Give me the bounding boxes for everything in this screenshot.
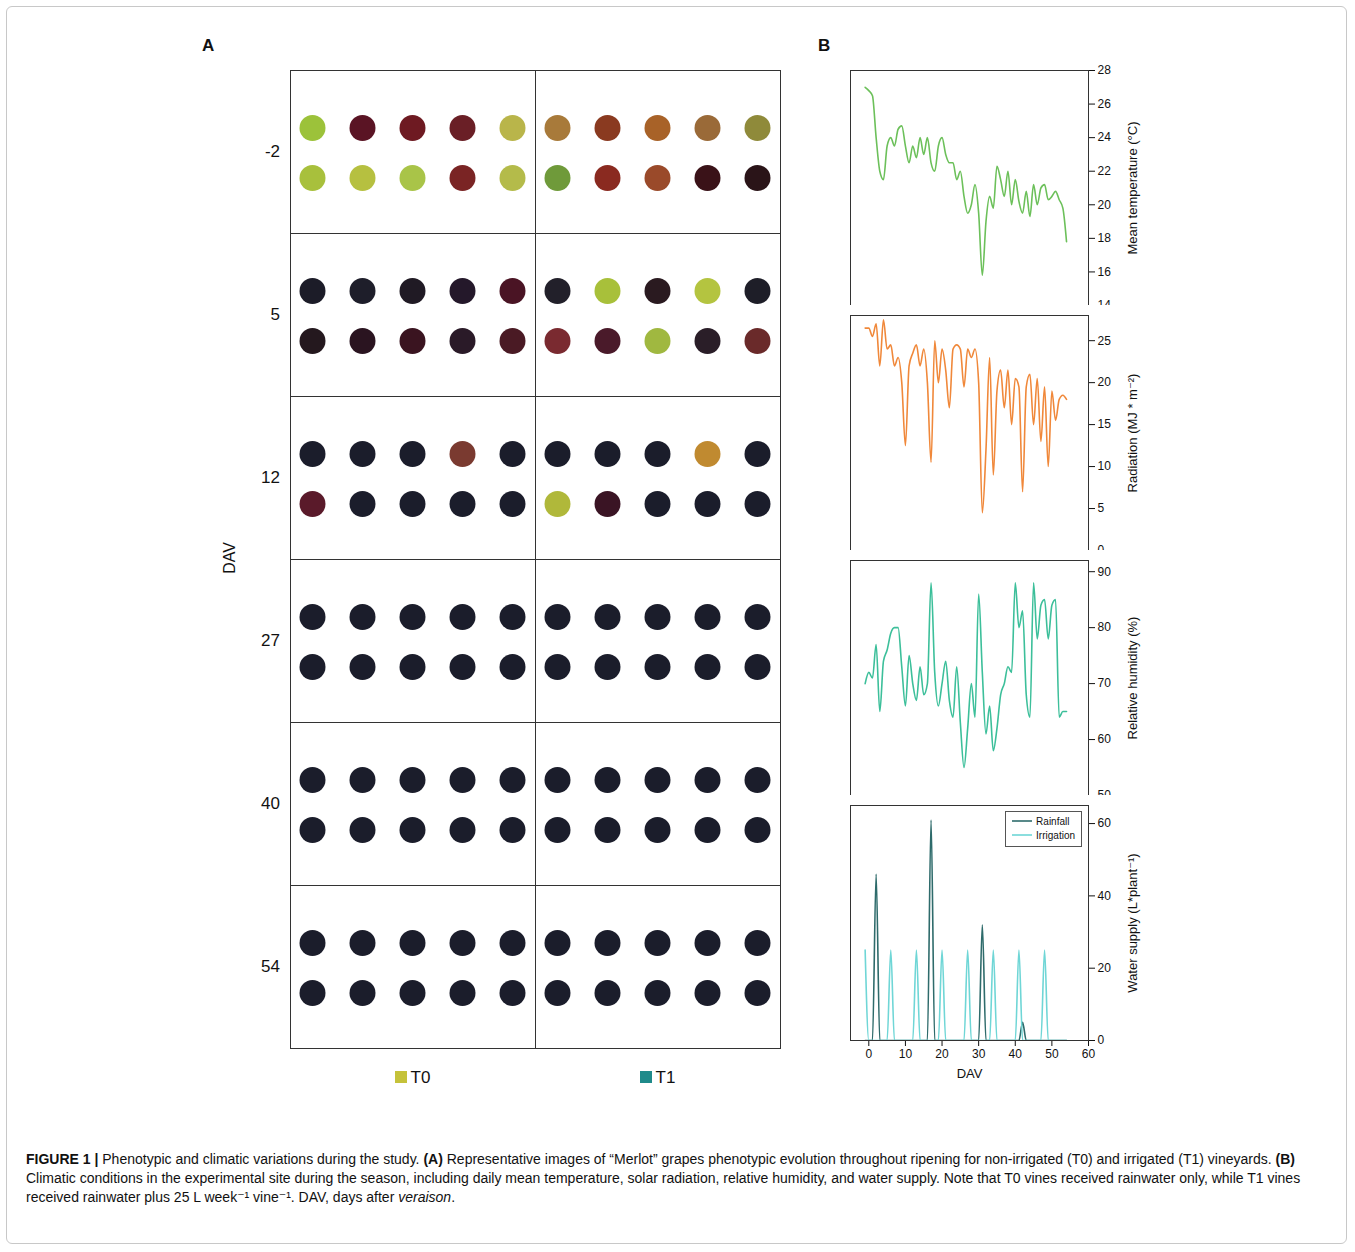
svg-text:25: 25: [1098, 334, 1112, 348]
svg-text:10: 10: [899, 1047, 913, 1061]
svg-text:20: 20: [1098, 375, 1112, 389]
svg-text:40: 40: [1009, 1047, 1023, 1061]
html-text:Rainfall: Rainfall: [1036, 816, 1070, 827]
svg-text:60: 60: [1082, 1047, 1096, 1061]
svg-text:22: 22: [1098, 164, 1112, 178]
svg-text:15: 15: [1098, 417, 1112, 431]
html-text:DAV: DAV: [221, 542, 238, 574]
svg-text:90: 90: [1098, 565, 1112, 579]
svg-text:5: 5: [1098, 501, 1105, 515]
svg-text:60: 60: [1098, 816, 1112, 830]
svg-text:0: 0: [1098, 543, 1105, 550]
svg-text:40: 40: [1098, 889, 1112, 903]
html-text:-2: -2: [264, 141, 280, 161]
svg-text:60: 60: [1098, 732, 1112, 746]
svg-text:20: 20: [1098, 961, 1112, 975]
svg-text:Mean temperature (°C): Mean temperature (°C): [1125, 121, 1140, 254]
svg-text:20: 20: [935, 1047, 949, 1061]
html-text:54: 54: [261, 956, 280, 976]
svg-text:20: 20: [1098, 198, 1112, 212]
html-text:40: 40: [261, 793, 280, 813]
svg-text:DAV: DAV: [957, 1066, 983, 1081]
svg-text:30: 30: [972, 1047, 986, 1061]
svg-text:Relative humidity (%): Relative humidity (%): [1125, 617, 1140, 740]
html-text:A: A: [202, 36, 215, 55]
html-text:5: 5: [270, 304, 280, 324]
svg-text:Water supply (L*plant⁻¹): Water supply (L*plant⁻¹): [1125, 853, 1140, 992]
svg-text:26: 26: [1098, 97, 1112, 111]
svg-text:50: 50: [1098, 788, 1112, 795]
svg-text:50: 50: [1045, 1047, 1059, 1061]
html-text:Climatic conditions in the exp: Climatic conditions in the experimental …: [26, 1170, 1301, 1205]
html-text:12: 12: [261, 467, 280, 487]
svg-text:0: 0: [865, 1047, 872, 1061]
svg-text:18: 18: [1098, 231, 1112, 245]
svg-text:24: 24: [1098, 130, 1112, 144]
html-text:T1: T1: [655, 1068, 676, 1087]
svg-text:80: 80: [1098, 620, 1112, 634]
svg-text:70: 70: [1098, 676, 1112, 690]
html-text:Irrigation: Irrigation: [1036, 830, 1075, 841]
svg-text:0: 0: [1098, 1033, 1105, 1047]
html-text:FIGURE 1 | Phenotypic and clim: FIGURE 1 | Phenotypic and climatic varia…: [26, 1151, 1295, 1167]
svg-text:28: 28: [1098, 63, 1112, 77]
html-text:T0: T0: [410, 1068, 431, 1087]
html-text:27: 27: [261, 630, 280, 650]
html-text:B: B: [818, 36, 831, 55]
svg-text:16: 16: [1098, 265, 1112, 279]
svg-text:Radiation (MJ * m⁻²): Radiation (MJ * m⁻²): [1125, 374, 1140, 493]
svg-text:14: 14: [1098, 298, 1112, 305]
svg-text:10: 10: [1098, 459, 1112, 473]
